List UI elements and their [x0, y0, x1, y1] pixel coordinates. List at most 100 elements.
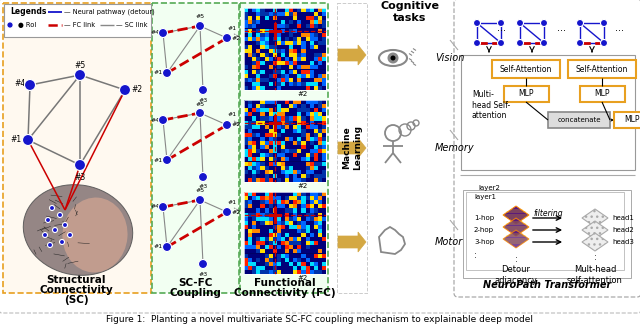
- Bar: [256, 133, 260, 137]
- Bar: [277, 104, 281, 108]
- Bar: [277, 8, 281, 12]
- Circle shape: [198, 173, 207, 181]
- Bar: [318, 149, 322, 153]
- Bar: [293, 266, 298, 270]
- Bar: [305, 16, 310, 20]
- Circle shape: [390, 56, 396, 60]
- Circle shape: [387, 53, 399, 63]
- Bar: [318, 166, 322, 170]
- Bar: [314, 20, 318, 24]
- Bar: [264, 237, 269, 241]
- Bar: [318, 121, 322, 124]
- Bar: [273, 16, 277, 20]
- Bar: [277, 78, 281, 82]
- Bar: [305, 254, 310, 258]
- Bar: [298, 237, 301, 241]
- Bar: [273, 141, 277, 145]
- Bar: [305, 8, 310, 12]
- Text: Vision: Vision: [435, 53, 465, 63]
- Bar: [314, 174, 318, 178]
- Text: Mult-head
self-attention: Mult-head self-attention: [567, 265, 623, 285]
- Bar: [244, 178, 248, 182]
- Text: — SC link: — SC link: [116, 22, 147, 28]
- Bar: [314, 41, 318, 45]
- Text: 3-hop: 3-hop: [474, 239, 494, 245]
- Bar: [293, 78, 298, 82]
- Bar: [289, 133, 293, 137]
- Bar: [314, 221, 318, 225]
- Bar: [264, 20, 269, 24]
- Bar: [301, 245, 305, 249]
- Bar: [285, 37, 289, 41]
- Bar: [277, 82, 281, 86]
- Bar: [322, 174, 326, 178]
- Bar: [244, 121, 248, 124]
- Bar: [298, 129, 301, 133]
- Bar: [252, 258, 256, 262]
- Bar: [260, 200, 264, 204]
- Bar: [492, 60, 560, 78]
- Bar: [256, 204, 260, 208]
- Bar: [252, 237, 256, 241]
- Polygon shape: [582, 233, 608, 251]
- Bar: [301, 225, 305, 229]
- Bar: [277, 157, 281, 162]
- Bar: [277, 254, 281, 258]
- Bar: [301, 170, 305, 174]
- Bar: [260, 45, 264, 49]
- Bar: [281, 65, 285, 70]
- Bar: [260, 57, 264, 61]
- Bar: [305, 45, 310, 49]
- Text: NeuroPath Transformer: NeuroPath Transformer: [483, 280, 612, 290]
- Bar: [281, 32, 285, 37]
- Bar: [301, 124, 305, 129]
- Bar: [301, 20, 305, 24]
- Bar: [305, 78, 310, 82]
- Bar: [248, 270, 252, 274]
- Bar: [289, 37, 293, 41]
- Bar: [277, 270, 281, 274]
- Bar: [285, 249, 289, 254]
- Bar: [310, 270, 314, 274]
- Bar: [264, 200, 269, 204]
- Text: filtering: filtering: [533, 209, 563, 217]
- Bar: [281, 78, 285, 82]
- Text: #3: #3: [74, 173, 86, 181]
- Bar: [310, 266, 314, 270]
- Bar: [301, 145, 305, 149]
- Bar: [314, 70, 318, 73]
- Bar: [256, 129, 260, 133]
- Bar: [244, 258, 248, 262]
- Bar: [322, 204, 326, 208]
- Bar: [252, 61, 256, 65]
- Bar: [305, 53, 310, 57]
- Bar: [248, 213, 252, 216]
- Bar: [264, 112, 269, 116]
- Bar: [293, 254, 298, 258]
- Bar: [256, 53, 260, 57]
- Bar: [248, 208, 252, 213]
- Bar: [298, 141, 301, 145]
- Bar: [4, 4, 151, 37]
- Bar: [256, 12, 260, 16]
- Bar: [318, 233, 322, 237]
- Bar: [298, 166, 301, 170]
- Bar: [298, 49, 301, 53]
- Bar: [264, 41, 269, 45]
- Bar: [269, 229, 273, 233]
- Bar: [322, 216, 326, 221]
- Bar: [322, 266, 326, 270]
- Bar: [285, 65, 289, 70]
- Bar: [273, 57, 277, 61]
- Bar: [318, 170, 322, 174]
- Bar: [277, 141, 281, 145]
- Circle shape: [541, 20, 547, 27]
- Bar: [289, 53, 293, 57]
- Bar: [252, 45, 256, 49]
- Bar: [260, 221, 264, 225]
- Bar: [264, 208, 269, 213]
- Bar: [264, 53, 269, 57]
- Bar: [281, 73, 285, 78]
- Bar: [289, 204, 293, 208]
- Bar: [322, 196, 326, 200]
